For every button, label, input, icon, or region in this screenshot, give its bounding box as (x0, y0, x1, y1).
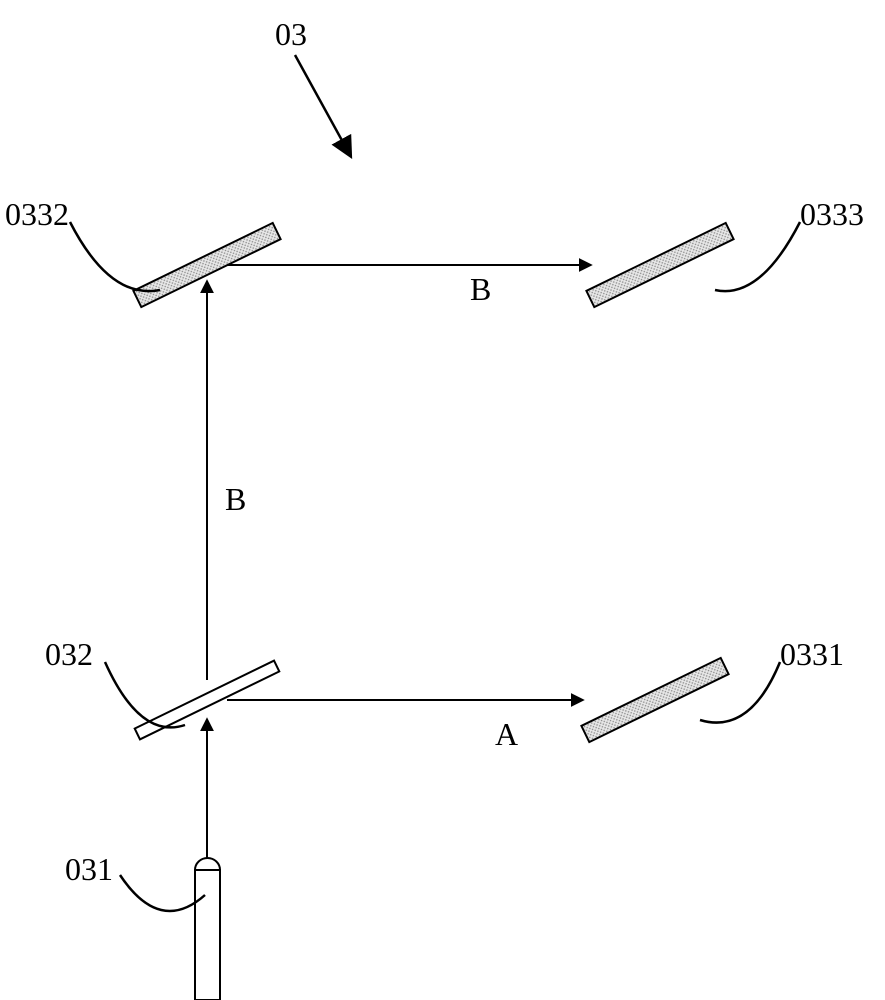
label-mirror_br: 0331 (780, 636, 844, 672)
label-mirror_tl: 0332 (5, 196, 69, 232)
label-top: 03 (275, 16, 307, 52)
leader-curve-source (120, 875, 205, 911)
label-mirror_tr: 0333 (800, 196, 864, 232)
mirror-bottom-right (581, 658, 728, 742)
optical-diagram: 03 031 032 0331 0332 0333 B B A (0, 0, 885, 1000)
label-splitter: 032 (45, 636, 93, 672)
annotation-arrow-top (295, 55, 350, 155)
label-ray_h_bottom: A (495, 716, 518, 752)
label-source: 031 (65, 851, 113, 887)
label-ray_h_top: B (470, 271, 491, 307)
mirror-top-right (586, 223, 733, 307)
light-source (195, 858, 220, 1000)
leader-curve-mirror_tl (70, 222, 160, 291)
label-ray_v: B (225, 481, 246, 517)
